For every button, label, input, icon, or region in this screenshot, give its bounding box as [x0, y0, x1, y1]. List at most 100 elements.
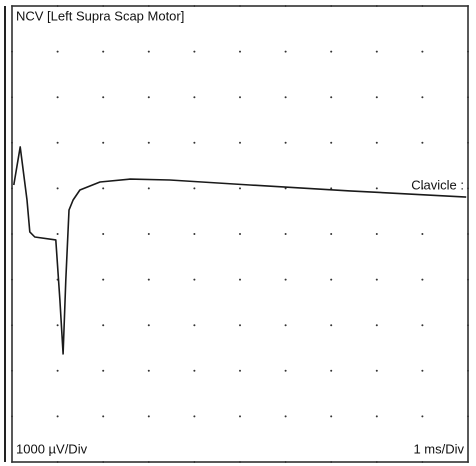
grid-dot — [11, 5, 13, 7]
grid-dot — [467, 141, 469, 144]
grid-dot — [330, 187, 333, 190]
grid-dot — [11, 96, 13, 99]
grid-dot — [56, 324, 59, 327]
grid-dot — [239, 278, 241, 281]
grid-dot — [284, 5, 287, 7]
grid-dot — [56, 369, 59, 372]
grid-dot — [467, 278, 469, 281]
grid-dot — [284, 324, 287, 327]
grid-dot — [284, 415, 287, 418]
grid-dot — [375, 415, 378, 418]
grid-dot — [11, 50, 13, 53]
grid-dot — [284, 141, 287, 144]
grid-dot — [193, 369, 196, 372]
grid-dot — [11, 278, 13, 281]
grid-dot — [284, 461, 287, 463]
grid-dot — [239, 187, 241, 190]
grid-dot — [330, 233, 333, 235]
grid-dot — [375, 233, 378, 235]
grid-dot — [147, 5, 150, 7]
grid-dot — [421, 369, 424, 372]
grid-dot — [421, 415, 424, 418]
grid-dot — [56, 5, 59, 7]
grid-dot — [11, 324, 13, 327]
grid-dot — [375, 141, 378, 144]
grid-dot — [375, 96, 378, 99]
grid-dot — [102, 141, 105, 144]
grid-dot — [56, 50, 59, 53]
grid-dot — [56, 141, 59, 144]
grid-dot — [284, 369, 287, 372]
grid-dot — [375, 278, 378, 281]
grid-dot — [239, 96, 241, 99]
grid-dot — [56, 415, 59, 418]
grid-dot — [193, 5, 196, 7]
grid-dot — [421, 278, 424, 281]
grid-dot — [375, 187, 378, 190]
grid-dot — [421, 324, 424, 327]
grid-dot — [102, 5, 105, 7]
grid-dot — [421, 5, 424, 7]
grid-dot — [147, 233, 150, 235]
grid-dot — [467, 324, 469, 327]
grid-dot — [239, 461, 241, 463]
grid-dot — [239, 141, 241, 144]
grid-dot — [330, 96, 333, 99]
grid-dot — [375, 369, 378, 372]
grid-dot — [467, 187, 469, 190]
grid-dot — [147, 96, 150, 99]
grid-dot — [421, 233, 424, 235]
grid-dot — [375, 5, 378, 7]
grid-dot — [193, 461, 196, 463]
grid-dot — [239, 50, 241, 53]
grid-dot — [421, 461, 424, 463]
grid-dot — [330, 278, 333, 281]
grid-dot — [147, 324, 150, 327]
annotation: Clavicle : — [411, 177, 464, 192]
grid-dot — [193, 278, 196, 281]
grid-dot — [56, 187, 59, 190]
grid-dot — [102, 278, 105, 281]
grid-dot — [56, 233, 59, 235]
waveform — [13, 146, 467, 355]
grid-dot — [467, 461, 469, 463]
grid-dot — [193, 141, 196, 144]
grid-dot — [193, 187, 196, 190]
grid-dot — [239, 5, 241, 7]
grid-dot — [193, 96, 196, 99]
grid-dot — [239, 233, 241, 235]
grid-dot — [467, 369, 469, 372]
grid-dot — [147, 369, 150, 372]
grid-dot — [11, 187, 13, 190]
grid-dot — [330, 141, 333, 144]
grid-dot — [467, 5, 469, 7]
grid-dot — [421, 50, 424, 53]
grid-dot — [102, 369, 105, 372]
grid-dot — [375, 324, 378, 327]
grid-dot — [193, 50, 196, 53]
grid-dot — [330, 415, 333, 418]
grid-dot — [147, 141, 150, 144]
grid-dot — [11, 415, 13, 418]
grid-dot — [11, 461, 13, 463]
grid-dot — [102, 324, 105, 327]
grid-dot — [467, 96, 469, 99]
grid-dot — [102, 187, 105, 190]
grid-dot — [193, 233, 196, 235]
x-axis-label: 1 ms/Div — [413, 441, 464, 456]
grid-dot — [467, 415, 469, 418]
grid-dot — [375, 461, 378, 463]
grid-dot — [147, 50, 150, 53]
grid-dot — [375, 50, 378, 53]
grid-dot — [421, 96, 424, 99]
grid-dot — [102, 233, 105, 235]
grid-dot — [330, 369, 333, 372]
grid-dot — [11, 141, 13, 144]
chart-title: NCV [Left Supra Scap Motor] — [16, 8, 184, 23]
grid-dot — [147, 415, 150, 418]
grid-dot — [467, 50, 469, 53]
grid-dot — [56, 96, 59, 99]
